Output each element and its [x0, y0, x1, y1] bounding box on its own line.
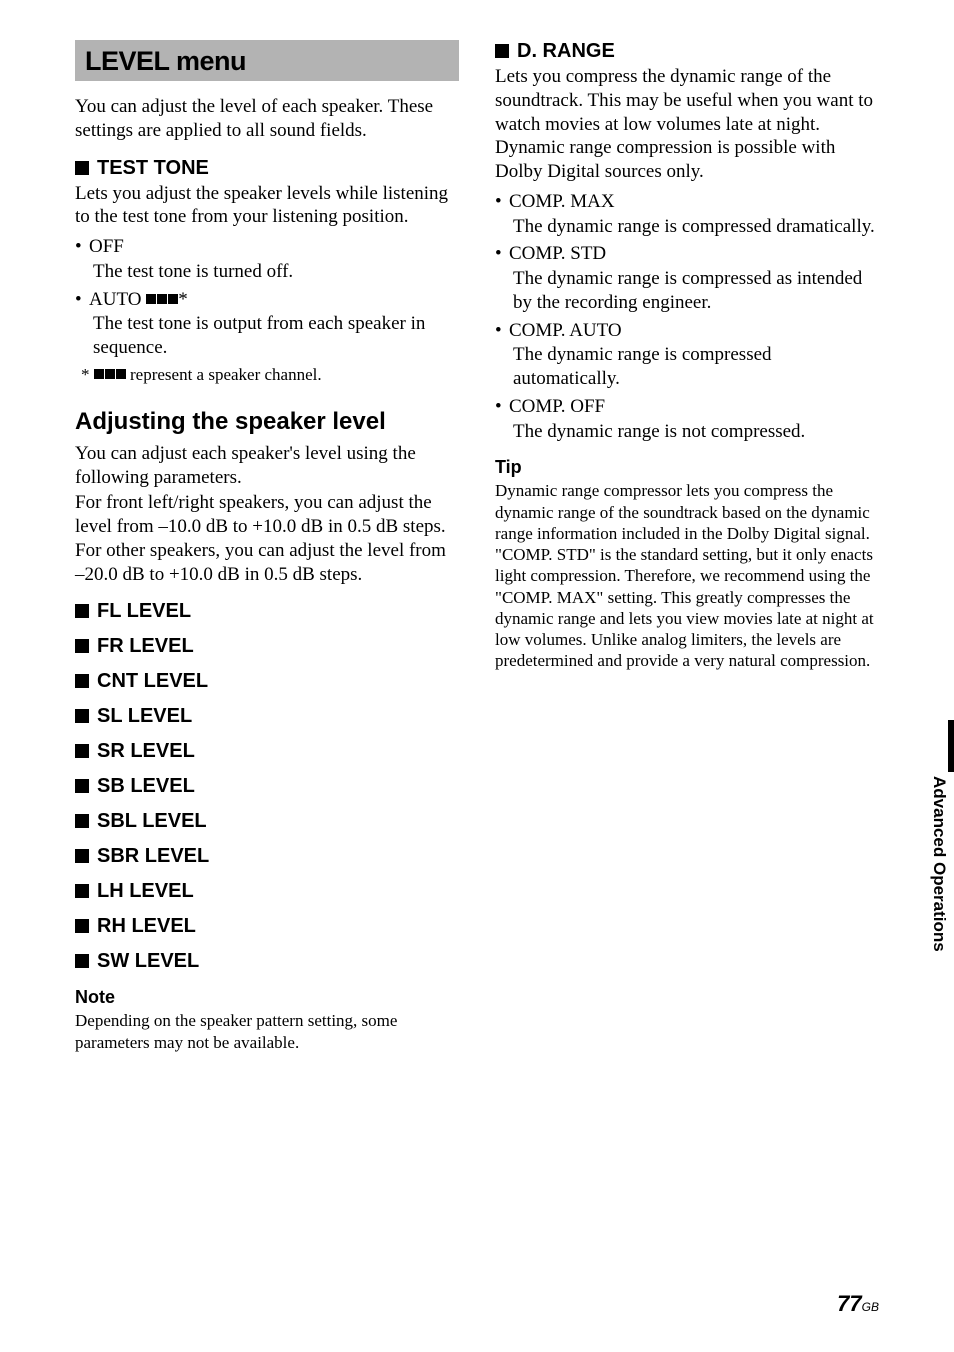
option-desc: The test tone is output from each speake…: [93, 312, 459, 360]
option-label: COMP. OFF: [509, 396, 605, 417]
option: •AUTO *: [75, 288, 459, 312]
level-label: SB LEVEL: [97, 775, 195, 798]
note-body: Depending on the speaker pattern setting…: [75, 1010, 459, 1053]
d-range-desc: Lets you compress the dynamic range of t…: [495, 65, 879, 184]
footnote-prefix: *: [81, 365, 94, 384]
option-label-prefix: AUTO: [89, 289, 146, 310]
level-item: SBR LEVEL: [75, 845, 459, 868]
option-desc: The test tone is turned off.: [93, 260, 459, 284]
adjust-heading: Adjusting the speaker level: [75, 408, 459, 436]
square-bullet-icon: [495, 44, 509, 58]
page-number-value: 77: [837, 1291, 861, 1316]
option: •COMP. OFF: [495, 395, 879, 419]
note-heading: Note: [75, 987, 459, 1008]
level-item: FR LEVEL: [75, 635, 459, 658]
d-range-options: •COMP. MAX The dynamic range is compress…: [495, 190, 879, 444]
level-label: LH LEVEL: [97, 880, 194, 903]
square-bullet-icon: [75, 674, 89, 688]
adjust-p1: You can adjust each speaker's level usin…: [75, 442, 459, 490]
level-label: CNT LEVEL: [97, 670, 208, 693]
level-item: SR LEVEL: [75, 740, 459, 763]
option-label: COMP. STD: [509, 243, 606, 264]
side-tab-bar: [948, 720, 954, 772]
tip-p1: Dynamic range compressor lets you compre…: [495, 480, 879, 544]
square-bullet-icon: [75, 814, 89, 828]
square-bullet-icon: [75, 779, 89, 793]
option-label: COMP. MAX: [509, 191, 615, 212]
footnote-text: represent a speaker channel.: [126, 365, 322, 384]
square-bullet-icon: [75, 849, 89, 863]
level-label: SBR LEVEL: [97, 845, 209, 868]
level-item: FL LEVEL: [75, 600, 459, 623]
level-item: RH LEVEL: [75, 915, 459, 938]
option-desc: The dynamic range is compressed dramatic…: [513, 215, 879, 239]
level-label: SBL LEVEL: [97, 810, 207, 833]
level-label: RH LEVEL: [97, 915, 196, 938]
page-number-suffix: GB: [862, 1300, 879, 1314]
side-tab: Advanced Operations: [924, 760, 954, 980]
right-column: D. RANGE Lets you compress the dynamic r…: [495, 40, 879, 1053]
three-squares-icon: [146, 294, 178, 304]
square-bullet-icon: [75, 709, 89, 723]
level-item: SW LEVEL: [75, 950, 459, 973]
level-item: SL LEVEL: [75, 705, 459, 728]
square-bullet-icon: [75, 161, 89, 175]
level-item: SBL LEVEL: [75, 810, 459, 833]
menu-title: LEVEL menu: [85, 46, 449, 77]
footnote: * represent a speaker channel.: [93, 364, 459, 386]
menu-title-bar: LEVEL menu: [75, 40, 459, 81]
heading-label: TEST TONE: [97, 157, 209, 180]
option-label-suffix: *: [178, 289, 188, 310]
option: •COMP. STD: [495, 242, 879, 266]
test-tone-desc: Lets you adjust the speaker levels while…: [75, 182, 459, 230]
side-tab-text: Advanced Operations: [929, 776, 949, 952]
heading-test-tone: TEST TONE: [75, 157, 459, 180]
level-label: FR LEVEL: [97, 635, 194, 658]
option: •COMP. AUTO: [495, 319, 879, 343]
left-column: LEVEL menu You can adjust the level of e…: [75, 40, 459, 1053]
option-desc: The dynamic range is compressed automati…: [513, 343, 879, 391]
square-bullet-icon: [75, 954, 89, 968]
level-item: CNT LEVEL: [75, 670, 459, 693]
intro-text: You can adjust the level of each speaker…: [75, 95, 459, 143]
square-bullet-icon: [75, 639, 89, 653]
option-label: OFF: [89, 236, 124, 257]
option-desc: The dynamic range is not compressed.: [513, 420, 879, 444]
level-label: SR LEVEL: [97, 740, 195, 763]
level-list: FL LEVEL FR LEVEL CNT LEVEL SL LEVEL SR …: [75, 600, 459, 973]
tip-heading: Tip: [495, 457, 879, 478]
test-tone-options: •OFF The test tone is turned off. •AUTO …: [75, 235, 459, 386]
heading-d-range: D. RANGE: [495, 40, 879, 63]
heading-label: D. RANGE: [517, 40, 615, 63]
page-number: 77GB: [837, 1291, 879, 1317]
square-bullet-icon: [75, 744, 89, 758]
square-bullet-icon: [75, 604, 89, 618]
level-label: SL LEVEL: [97, 705, 192, 728]
option-desc: The dynamic range is compressed as inten…: [513, 267, 879, 315]
adjust-p2: For front left/right speakers, you can a…: [75, 491, 459, 586]
option: •OFF: [75, 235, 459, 259]
option: •COMP. MAX: [495, 190, 879, 214]
level-item: LH LEVEL: [75, 880, 459, 903]
three-squares-icon: [94, 369, 126, 379]
square-bullet-icon: [75, 884, 89, 898]
level-label: FL LEVEL: [97, 600, 191, 623]
tip-p2: "COMP. STD" is the standard setting, but…: [495, 544, 879, 672]
option-label: COMP. AUTO: [509, 320, 622, 341]
level-label: SW LEVEL: [97, 950, 199, 973]
square-bullet-icon: [75, 919, 89, 933]
level-item: SB LEVEL: [75, 775, 459, 798]
